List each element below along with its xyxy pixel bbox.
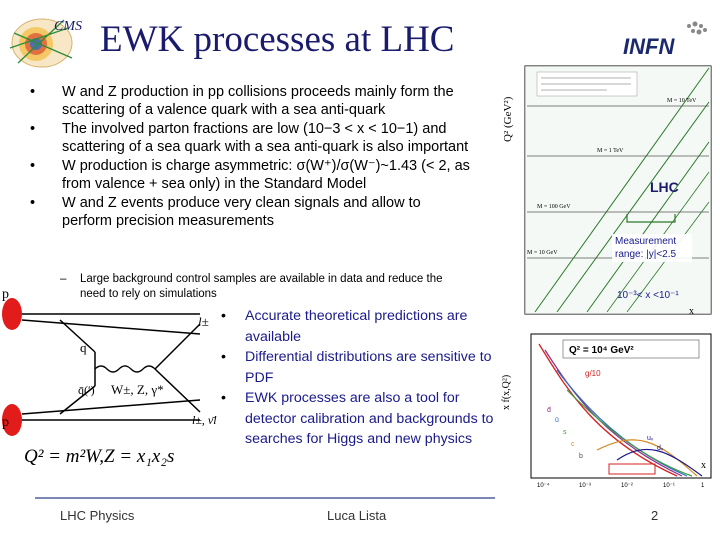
pdf-label-c: c <box>571 441 575 448</box>
cms-logo: CMS <box>6 8 86 70</box>
footer-author: Luca Lista <box>327 508 387 523</box>
right-bullet-list: • Accurate theoretical predictions are a… <box>221 306 506 450</box>
cms-logo-text: CMS <box>54 19 82 34</box>
footer-left: LHC Physics <box>60 508 135 523</box>
sub-bullet: – Large background control samples are a… <box>60 272 465 301</box>
pdf-label-dbar: d̄ <box>547 407 551 414</box>
boson-label: W±, Z, γ* <box>111 382 164 397</box>
pdf-tick-3: 10⁻² <box>621 483 633 489</box>
bullet-valence-sea: • W and Z production in pp collisions pr… <box>30 84 454 118</box>
bullet-text: The involved parton fractions are low (1… <box>62 121 469 155</box>
lepton-top-label: l± <box>198 314 209 329</box>
pdf-q2-label: Q² = 10⁴ GeV² <box>569 345 634 356</box>
quark-label: q <box>80 340 87 355</box>
measurement-annotation-line2: range: |y|<2.5 <box>615 249 677 260</box>
pdf-tick-5: 1 <box>701 483 705 489</box>
antiquark-label: q̄(′) <box>78 383 95 397</box>
bullet-text: W production is charge asymmetric: σ(W⁺)… <box>62 158 470 192</box>
bullet-differential-distributions: • Differential distributions are sensiti… <box>221 349 492 386</box>
bullet-theory-predictions: • Accurate theoretical predictions are a… <box>221 308 468 345</box>
bullet-text: Differential distributions are sensitive… <box>245 349 492 386</box>
pdf-tick-1: 10⁻⁴ <box>537 482 550 489</box>
mass-label-1tev: M = 1 TeV <box>597 148 624 154</box>
measurement-annotation-line1: Measurement <box>615 236 676 247</box>
pdf-tick-2: 10⁻³ <box>579 483 591 489</box>
proton-top-label: p <box>2 290 9 302</box>
kinematic-plane-plot: M = 10 TeV M = 1 TeV M = 100 GeV M = 10 … <box>497 62 717 332</box>
bullet-text: Accurate theoretical predictions are ava… <box>245 308 468 345</box>
kinematic-x-axis-label: x <box>689 306 694 317</box>
pdf-tick-4: 10⁻¹ <box>663 483 675 489</box>
lepton-bottom-label: l±, ν̄l <box>192 413 217 427</box>
mass-label-100gev: M = 100 GeV <box>537 204 571 210</box>
bullet-clean-signals: • W and Z events produce very clean sign… <box>30 195 421 229</box>
infn-logo: INFN <box>615 20 715 68</box>
kinematic-y-axis-label: Q² (GeV²) <box>502 96 514 142</box>
bullet-detector-calibration: • EWK processes are also a tool for dete… <box>221 390 494 447</box>
mass-label-10gev: M = 10 GeV <box>527 250 558 256</box>
footer-divider <box>35 497 495 499</box>
page-number: 2 <box>651 508 659 523</box>
pdf-label-dv: dᵥ <box>657 445 664 452</box>
sub-bullet-text: Large background control samples are ava… <box>80 273 443 300</box>
mass-label-10tev: M = 10 TeV <box>667 98 697 104</box>
bullet-charge-asymmetry: • W production is charge asymmetric: σ(W… <box>30 158 470 192</box>
main-bullet-list: • W and Z production in pp collisions pr… <box>30 84 470 232</box>
pdf-label-b: b <box>579 453 583 460</box>
proton-bottom-label: p <box>2 415 9 430</box>
x-range-label: 10⁻³< x <10⁻¹ <box>617 290 679 301</box>
pdf-plot: Q² = 10⁴ GeV² g/10 uᵥ dᵥ d̄ ū s c b 10⁻⁴… <box>497 330 717 490</box>
bullet-text: W and Z events produce very clean signal… <box>62 195 421 229</box>
pdf-label-ubar: ū <box>555 417 559 424</box>
pdf-label-s: s <box>563 429 567 436</box>
q2-formula: Q² = m²W,Z = x₁x₂s <box>24 446 174 467</box>
feynman-diagram: p p q q̄(′) W±, Z, γ* l± l±, ν̄l Q² = m²… <box>0 287 240 470</box>
lhc-label: LHC <box>650 179 679 195</box>
infn-logo-text: INFN <box>623 34 675 59</box>
slide-title: EWK processes at LHC <box>100 19 455 60</box>
pdf-label-gluon: g/10 <box>585 369 601 378</box>
pdf-label-uv: uᵥ <box>647 435 654 442</box>
pdf-x-axis-label: x <box>701 460 706 471</box>
bullet-parton-fractions: • The involved parton fractions are low … <box>30 121 469 155</box>
pdf-y-axis-label: x f(x,Q²) <box>501 375 512 410</box>
bullet-text: EWK processes are also a tool for detect… <box>245 390 494 447</box>
bullet-text: W and Z production in pp collisions proc… <box>62 84 454 118</box>
